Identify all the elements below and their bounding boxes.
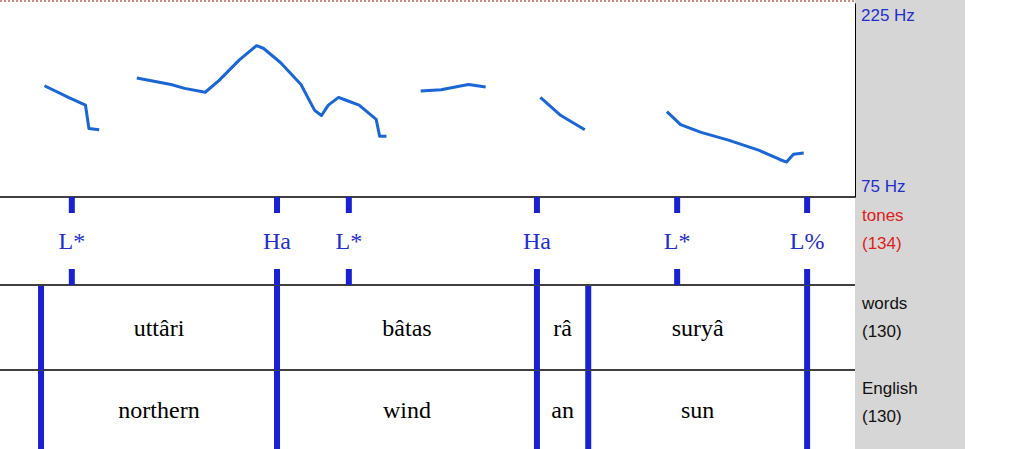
y-tick: 225 Hz bbox=[855, 4, 915, 25]
interval-boundary bbox=[534, 286, 540, 370]
figure: 75 Hz 225 Hz tones (134) L* Ha L* Ha L* L% words (1… bbox=[0, 0, 1030, 449]
tone-point-mark bbox=[274, 269, 280, 285]
tier-name: English bbox=[862, 379, 918, 398]
y-axis: 75 Hz 225 Hz bbox=[855, 4, 915, 198]
y-tick: 75 Hz bbox=[855, 177, 905, 197]
interval-boundary bbox=[38, 371, 44, 449]
tone-point-mark bbox=[534, 269, 540, 285]
tone-label: L% bbox=[790, 228, 825, 254]
plot-top-frame bbox=[0, 1, 855, 2]
tone-label: Ha bbox=[263, 228, 291, 254]
tier-id: (130) bbox=[862, 407, 902, 426]
tone-point-mark bbox=[804, 269, 810, 285]
tier-id: (134) bbox=[862, 234, 902, 253]
interval-boundary bbox=[804, 371, 810, 449]
interval-label: northern bbox=[118, 397, 199, 423]
tier: English (130) northern wind an sun bbox=[38, 371, 918, 449]
interval-label: wind bbox=[383, 397, 431, 423]
tone-label: L* bbox=[58, 228, 85, 254]
tone-point-mark bbox=[346, 269, 352, 285]
y-axis-line bbox=[855, 4, 856, 198]
tone-point-mark bbox=[534, 197, 540, 213]
tier-border bbox=[0, 196, 855, 198]
side-panel bbox=[855, 0, 965, 449]
pitch-contour bbox=[44, 46, 803, 162]
interval-boundary bbox=[534, 371, 540, 449]
interval-label: an bbox=[551, 397, 574, 423]
tone-point-mark bbox=[674, 269, 680, 285]
tier-border bbox=[0, 284, 855, 286]
tier-name: words bbox=[861, 294, 907, 313]
tier-border bbox=[0, 369, 855, 371]
tier: words (130) uttâri bâtas râ suryâ bbox=[38, 286, 907, 370]
interval-label: suryâ bbox=[672, 315, 724, 341]
interval-label: râ bbox=[553, 315, 572, 341]
interval-label: bâtas bbox=[382, 315, 431, 341]
tier-name: tones bbox=[862, 206, 904, 225]
tone-point-mark bbox=[274, 197, 280, 213]
interval-boundary bbox=[585, 371, 591, 449]
y-tick-label: 75 Hz bbox=[861, 177, 905, 196]
tone-point-mark bbox=[804, 197, 810, 213]
interval-boundary bbox=[274, 286, 280, 370]
interval-boundary bbox=[585, 286, 591, 370]
y-tick-label: 225 Hz bbox=[861, 6, 915, 25]
tone-label: L* bbox=[336, 228, 363, 254]
tone-label: L* bbox=[664, 228, 691, 254]
tone-point-mark bbox=[346, 197, 352, 213]
tier: tones (134) L* Ha L* Ha L* L% bbox=[58, 197, 903, 285]
tone-point-mark bbox=[69, 269, 75, 285]
tone-point-mark bbox=[674, 197, 680, 213]
interval-boundary bbox=[804, 286, 810, 370]
interval-boundary bbox=[274, 371, 280, 449]
tone-label: Ha bbox=[523, 228, 551, 254]
interval-boundary bbox=[38, 286, 44, 370]
interval-label: uttâri bbox=[134, 315, 185, 341]
plot-area bbox=[44, 46, 803, 162]
tone-point-mark bbox=[69, 197, 75, 213]
tier-id: (130) bbox=[862, 322, 902, 341]
interval-label: sun bbox=[681, 397, 714, 423]
